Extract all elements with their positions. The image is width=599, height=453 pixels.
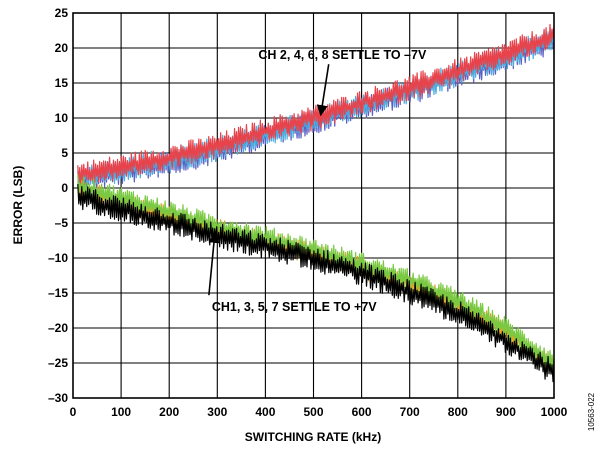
- x-tick-label: 800: [448, 405, 468, 419]
- figure-id: 10563-022: [587, 392, 596, 431]
- series-layer: [77, 23, 554, 383]
- y-tick-label: 0: [61, 181, 68, 195]
- x-tick-labels: 0 100 200 300 400 500 600 700 800 900 1000: [70, 405, 568, 419]
- annotation-arrow-1: [316, 64, 330, 117]
- y-tick-label: 10: [55, 111, 69, 125]
- x-tick-label: 200: [159, 405, 179, 419]
- y-tick-label: 15: [55, 76, 69, 90]
- series-line-4: [77, 179, 554, 373]
- series-line-3: [77, 23, 554, 187]
- x-axis-label: SWITCHING RATE (kHz): [245, 430, 381, 444]
- y-tick-label: –15: [48, 286, 68, 300]
- y-tick-label: 25: [55, 6, 69, 20]
- plot-frame: [72, 12, 555, 399]
- y-tick-label: –25: [48, 356, 68, 370]
- grid: [73, 13, 554, 398]
- y-tick-labels: 25 20 15 10 5 0 –5 –10 –15 –20 –25 –30: [48, 6, 68, 405]
- series-line-5: [77, 174, 554, 371]
- x-tick-label: 400: [255, 405, 275, 419]
- annotation-2: CH1, 3, 5, 7 SETTLE TO +7V: [212, 300, 377, 314]
- x-tick-label: 700: [400, 405, 420, 419]
- x-tick-label: 1000: [541, 405, 568, 419]
- x-tick-label: 600: [352, 405, 372, 419]
- y-tick-label: –20: [48, 321, 68, 335]
- y-tick-label: 20: [55, 41, 69, 55]
- x-tick-label: 500: [303, 405, 323, 419]
- annotation-1: CH 2, 4, 6, 8 SETTLE TO –7V: [258, 48, 427, 62]
- x-tick-label: 100: [111, 405, 131, 419]
- y-tick-label: –5: [55, 216, 69, 230]
- series-line-6: [77, 184, 554, 383]
- y-tick-label: –30: [48, 391, 68, 405]
- y-axis-label: ERROR (LSB): [11, 166, 25, 245]
- x-tick-label: 900: [496, 405, 516, 419]
- annotations: CH 2, 4, 6, 8 SETTLE TO –7V CH1, 3, 5, 7 …: [208, 48, 427, 314]
- x-tick-label: 0: [70, 405, 77, 419]
- x-tick-label: 300: [207, 405, 227, 419]
- y-tick-label: –10: [48, 251, 68, 265]
- y-tick-label: 5: [61, 146, 68, 160]
- annotation-arrow-2: [208, 231, 220, 296]
